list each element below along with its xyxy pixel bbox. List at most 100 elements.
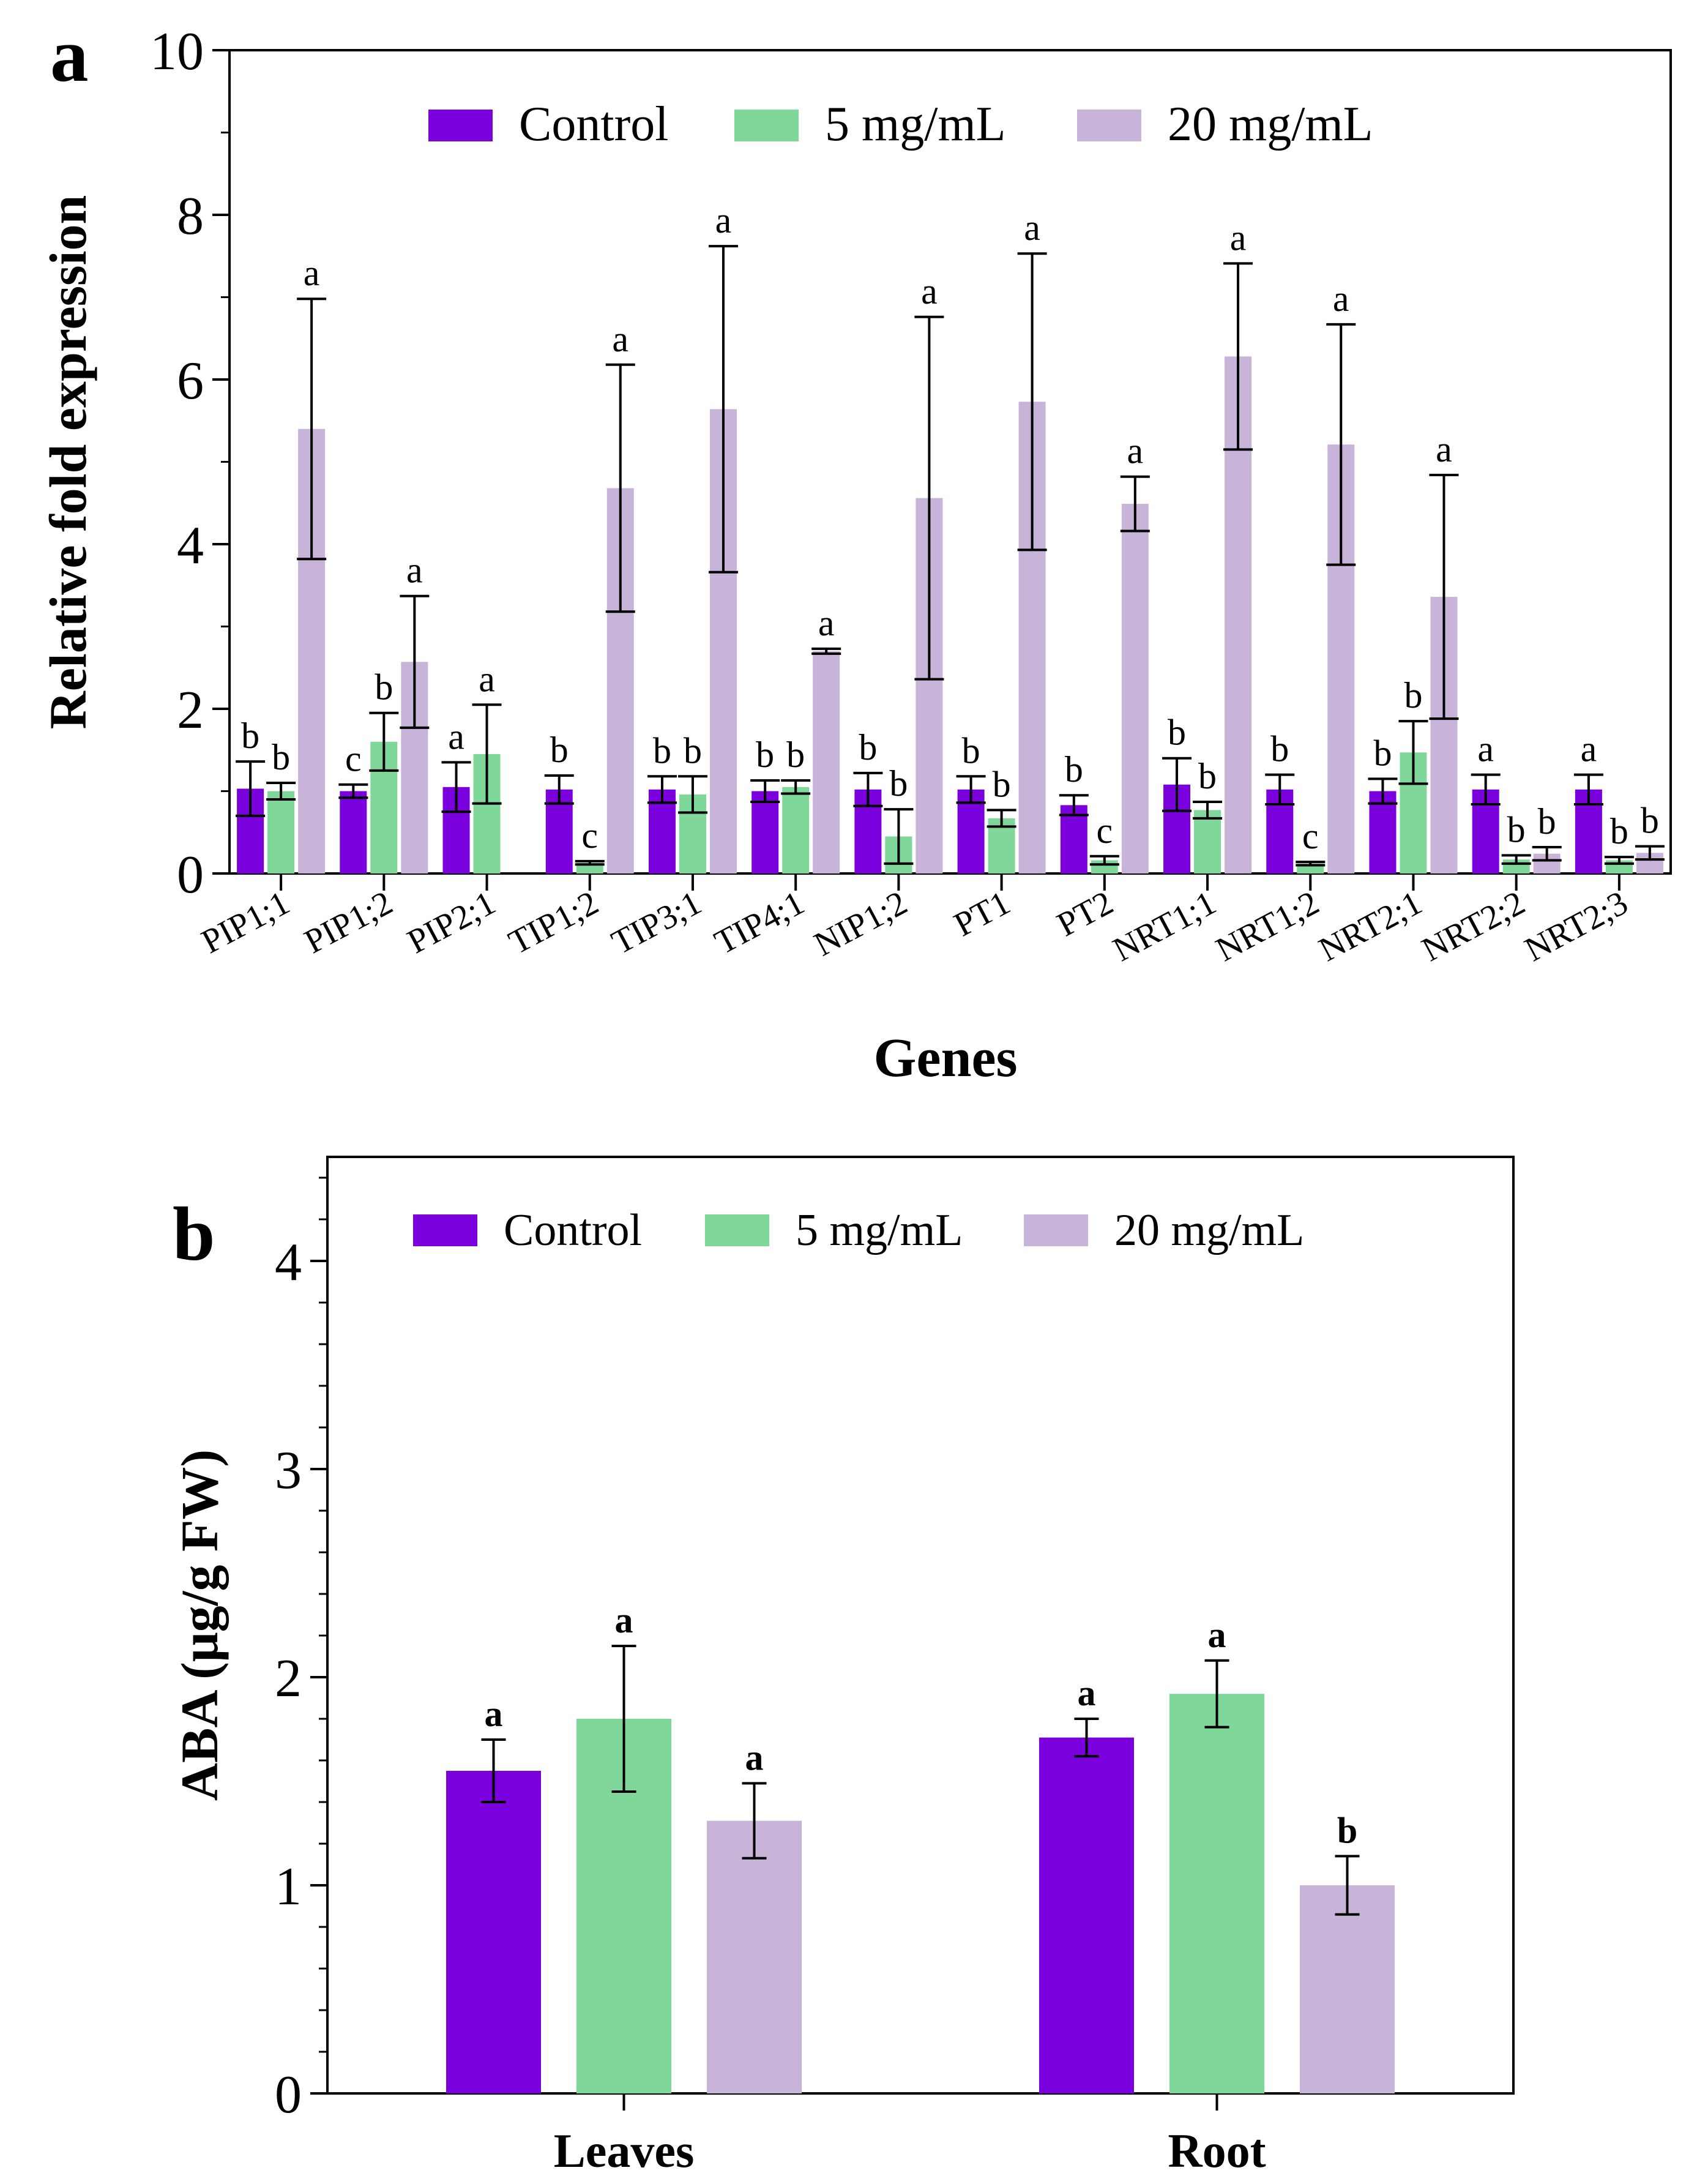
a-legend-swatch bbox=[428, 110, 493, 141]
b-significance-letter: a bbox=[745, 1737, 764, 1778]
a-ytick-label: 0 bbox=[177, 845, 204, 905]
a-significance-letter: b bbox=[1404, 675, 1422, 716]
a-significance-letter: b bbox=[684, 730, 702, 771]
a-ytick-label: 4 bbox=[177, 516, 204, 575]
a-category-label: NIP1;2 bbox=[808, 884, 914, 964]
a-significance-letter: a bbox=[1333, 279, 1349, 319]
a-significance-letter: b bbox=[1641, 801, 1659, 841]
a-bar-control bbox=[1060, 805, 1087, 873]
b-significance-letter: a bbox=[485, 1694, 503, 1734]
b-ytick-label: 1 bbox=[275, 1857, 302, 1917]
a-significance-letter: c bbox=[581, 815, 598, 856]
b-bar-20-mg-ml bbox=[1300, 1885, 1395, 2093]
a-significance-letter: c bbox=[1097, 810, 1113, 851]
a-significance-letter: b bbox=[859, 727, 877, 768]
a-significance-letter: b bbox=[786, 735, 805, 775]
a-category-label: PIP1;2 bbox=[299, 884, 399, 961]
b-legend-label: 5 mg/mL bbox=[796, 1205, 963, 1255]
a-legend-label: 5 mg/mL bbox=[825, 97, 1006, 151]
a-category-label: TIP1;2 bbox=[502, 884, 604, 962]
panel-b-y-axis-title: ABA (μg/g FW) bbox=[170, 1449, 229, 1801]
b-legend-swatch bbox=[1024, 1214, 1088, 1246]
a-significance-letter: b bbox=[1168, 712, 1186, 753]
b-significance-letter: a bbox=[615, 1600, 633, 1640]
a-bar-20-mg-ml bbox=[1121, 504, 1149, 873]
a-significance-letter: a bbox=[715, 200, 732, 241]
a-significance-letter: a bbox=[1127, 431, 1144, 471]
a-ytick-label: 6 bbox=[177, 351, 204, 411]
a-legend-label: 20 mg/mL bbox=[1168, 97, 1373, 151]
a-bar-5-mg-ml bbox=[782, 787, 810, 873]
a-significance-letter: b bbox=[1198, 756, 1217, 796]
panel-a-legend: Control 5 mg/mL 20 mg/mL bbox=[428, 97, 1373, 151]
a-significance-letter: b bbox=[1507, 809, 1526, 850]
b-ytick-label: 2 bbox=[275, 1649, 302, 1708]
panel-b-label: b bbox=[173, 1192, 215, 1277]
a-significance-letter: b bbox=[375, 667, 393, 708]
b-significance-letter: b bbox=[1337, 1810, 1357, 1850]
a-significance-letter: b bbox=[550, 730, 569, 770]
a-category-label: NRT2;3 bbox=[1519, 884, 1634, 969]
b-legend-swatch bbox=[705, 1214, 769, 1246]
b-ytick-label: 0 bbox=[275, 2065, 302, 2125]
a-bar-20-mg-ml bbox=[813, 651, 840, 873]
a-significance-letter: a bbox=[1024, 208, 1040, 248]
a-significance-letter: a bbox=[304, 253, 320, 293]
a-bar-control bbox=[340, 791, 367, 873]
a-significance-letter: a bbox=[818, 603, 835, 643]
b-ytick-label: 3 bbox=[275, 1441, 302, 1500]
b-category-label: Leaves bbox=[554, 2124, 695, 2177]
panel-a-x-axis-title: Genes bbox=[874, 1028, 1018, 1088]
b-legend-label: Control bbox=[504, 1205, 642, 1255]
a-category-label: NRT2;1 bbox=[1313, 884, 1428, 969]
a-bar-5-mg-ml bbox=[267, 791, 295, 873]
b-legend-swatch bbox=[413, 1214, 477, 1246]
a-significance-letter: a bbox=[406, 550, 423, 591]
a-significance-letter: b bbox=[1538, 801, 1556, 842]
a-bar-5-mg-ml bbox=[1194, 810, 1221, 873]
a-ytick-label: 2 bbox=[177, 681, 204, 740]
a-category-label: NRT2;2 bbox=[1416, 884, 1531, 969]
a-significance-letter: c bbox=[1302, 816, 1319, 856]
b-significance-letter: a bbox=[1078, 1673, 1096, 1713]
a-significance-letter: c bbox=[345, 739, 362, 779]
a-ytick-label: 8 bbox=[177, 187, 204, 246]
panel-a-y-axis-title: Relative fold expression bbox=[39, 195, 97, 730]
b-legend-label: 20 mg/mL bbox=[1114, 1205, 1304, 1255]
a-significance-letter: b bbox=[1065, 749, 1083, 790]
a-legend-swatch bbox=[1077, 110, 1141, 141]
a-significance-letter: a bbox=[1477, 729, 1494, 769]
b-bar-control bbox=[446, 1771, 541, 2093]
a-significance-letter: b bbox=[1610, 811, 1628, 851]
a-significance-letter: b bbox=[756, 735, 774, 775]
a-category-label: NRT1;1 bbox=[1107, 884, 1222, 969]
a-significance-letter: b bbox=[653, 730, 671, 771]
b-bar-5-mg-ml bbox=[1169, 1694, 1264, 2093]
panel-b-frame bbox=[326, 1156, 1515, 2095]
a-significance-letter: a bbox=[921, 271, 938, 312]
a-significance-letter: b bbox=[962, 730, 980, 771]
a-legend-label: Control bbox=[519, 97, 668, 151]
b-bar-control bbox=[1039, 1737, 1134, 2093]
b-ytick-label: 4 bbox=[275, 1233, 302, 1292]
a-significance-letter: b bbox=[241, 716, 259, 756]
a-significance-letter: a bbox=[1581, 729, 1597, 769]
panel-b-chart: b 0 1 2 3 4 a a a a a b Leaves Root Control 5 mg/mL… bbox=[170, 1156, 1515, 2177]
b-category-label: Root bbox=[1168, 2124, 1266, 2177]
a-significance-letter: b bbox=[993, 764, 1011, 804]
a-significance-letter: b bbox=[272, 737, 290, 777]
a-ytick-label: 10 bbox=[150, 22, 204, 81]
a-category-label: TIP3;1 bbox=[606, 884, 707, 962]
a-category-label: TIP4;1 bbox=[709, 884, 810, 962]
a-category-label: PIP1;1 bbox=[195, 884, 296, 961]
a-category-label: NRT1;2 bbox=[1210, 884, 1325, 969]
a-significance-letter: a bbox=[448, 716, 464, 757]
a-significance-letter: a bbox=[612, 319, 628, 359]
b-bar-20-mg-ml bbox=[707, 1820, 802, 2093]
a-category-label: PT1 bbox=[948, 884, 1016, 944]
a-significance-letter: a bbox=[479, 659, 495, 699]
a-bar-control bbox=[752, 791, 779, 873]
b-significance-letter: a bbox=[1208, 1615, 1226, 1655]
